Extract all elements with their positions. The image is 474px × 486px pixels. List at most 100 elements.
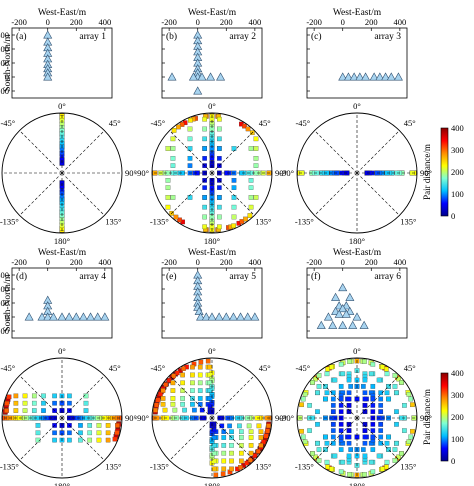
pair-marker xyxy=(299,428,304,434)
pair-marker xyxy=(261,439,266,445)
pair-marker xyxy=(202,185,207,190)
polar-grid-line xyxy=(61,172,105,216)
x-tick-label: -200 xyxy=(11,17,27,27)
pair-marker xyxy=(239,458,244,464)
polar-grid-line xyxy=(169,172,213,216)
station-marker xyxy=(43,72,53,81)
pair-marker xyxy=(217,204,222,210)
pair-marker xyxy=(190,380,195,386)
colorbar-tick-label: 0 xyxy=(451,456,455,466)
pair-marker xyxy=(346,434,352,440)
pair-marker xyxy=(406,391,412,397)
pair-marker xyxy=(323,447,328,452)
pair-marker xyxy=(160,388,166,393)
pair-marker xyxy=(394,421,399,427)
pair-marker xyxy=(392,458,398,463)
x-tick-label: -200 xyxy=(161,257,177,267)
pair-marker xyxy=(171,373,176,379)
pair-marker xyxy=(362,472,367,477)
pair-marker xyxy=(174,370,180,376)
y-tick-label: 100 xyxy=(0,58,9,68)
pair-marker xyxy=(362,403,368,408)
pair-marker xyxy=(253,156,259,161)
station-marker xyxy=(194,306,204,315)
station-marker xyxy=(57,312,67,321)
pair-marker xyxy=(248,450,254,456)
y-tick-label: 200 xyxy=(0,284,9,294)
pair-marker xyxy=(41,400,46,406)
station-marker xyxy=(207,312,217,321)
pair-marker xyxy=(170,195,176,200)
pair-marker xyxy=(158,391,163,397)
pair-marker xyxy=(105,423,111,428)
pair-marker xyxy=(362,421,368,427)
angle-label: -135° xyxy=(295,217,314,227)
pair-marker xyxy=(83,408,89,413)
angle-label: -135° xyxy=(0,462,19,472)
pair-marker xyxy=(338,361,344,367)
pair-marker xyxy=(362,359,367,364)
station-marker xyxy=(386,72,396,81)
polar-plot-5: 0° 45° 90° 135° 180° -135° -90° -45° xyxy=(134,346,287,486)
pair-marker xyxy=(96,430,102,436)
pair-marker xyxy=(96,423,102,428)
pair-marker xyxy=(187,163,193,168)
pair-marker xyxy=(112,436,118,442)
x-tick-label: 400 xyxy=(248,257,261,267)
polar-boundary xyxy=(1,357,123,479)
angle-label: -90° xyxy=(134,168,149,178)
pair-marker xyxy=(211,435,217,440)
station-marker xyxy=(78,312,88,321)
station-marker xyxy=(24,312,34,321)
angle-label: -45° xyxy=(0,118,15,128)
x-axis-label: West-East/m xyxy=(38,248,87,258)
polar-boundary xyxy=(151,112,273,234)
pair-marker xyxy=(330,434,336,440)
x-tick-label: 0 xyxy=(196,257,200,267)
pair-marker xyxy=(338,396,344,402)
array-title: array 6 xyxy=(374,272,401,282)
polar-boundary xyxy=(151,357,273,479)
station-marker xyxy=(250,312,260,321)
station-marker xyxy=(375,72,385,81)
pair-marker xyxy=(248,178,254,183)
pair-marker xyxy=(246,423,252,429)
pair-marker xyxy=(247,213,253,218)
pair-marker xyxy=(329,364,334,370)
polar-grid-line xyxy=(314,417,358,461)
pair-marker xyxy=(323,434,328,440)
y-axis-label: South-North/m xyxy=(3,34,13,92)
pair-marker xyxy=(202,156,207,161)
pair-marker xyxy=(190,401,195,407)
station-marker xyxy=(43,30,53,39)
angle-label: 45° xyxy=(404,118,416,128)
pair-marker xyxy=(22,393,28,399)
pair-marker xyxy=(253,136,259,142)
pair-marker xyxy=(346,453,352,459)
colorbar-tick-label: 200 xyxy=(451,412,464,422)
x-axis-label: West-East/m xyxy=(333,8,382,18)
pair-marker xyxy=(300,434,306,440)
pair-marker xyxy=(211,427,217,433)
panel-label: (e) xyxy=(166,271,177,282)
pair-marker xyxy=(338,428,344,433)
pair-marker xyxy=(190,388,195,393)
x-tick-label: -200 xyxy=(306,17,322,27)
pair-marker xyxy=(329,466,334,472)
station-marker xyxy=(167,72,177,81)
pair-marker xyxy=(248,457,253,463)
panel-label: (c) xyxy=(311,31,322,42)
pair-marker xyxy=(221,435,227,440)
pair-marker xyxy=(13,400,19,406)
pair-marker xyxy=(217,185,222,190)
panel-5: -200 0 200 400 West-East/m (e) array 5 xyxy=(161,248,263,339)
angle-label: 45° xyxy=(259,363,271,373)
angle-label: -45° xyxy=(0,363,15,373)
pair-marker xyxy=(324,390,330,396)
station-marker xyxy=(338,303,348,313)
pair-marker xyxy=(170,396,176,401)
pair-marker xyxy=(176,124,181,130)
pair-marker xyxy=(217,136,222,142)
station-marker xyxy=(316,320,326,329)
pair-marker xyxy=(252,453,258,458)
